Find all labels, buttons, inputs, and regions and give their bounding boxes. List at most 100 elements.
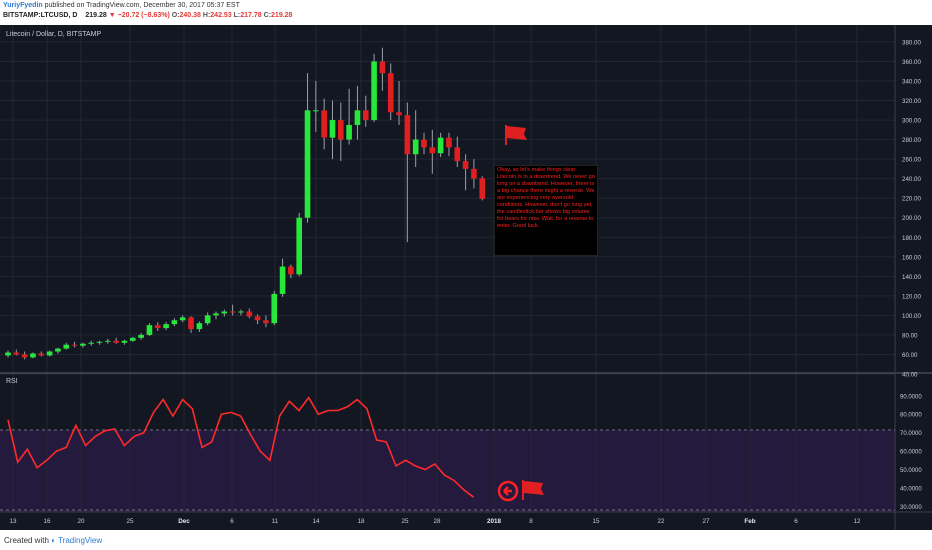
ohlc-line: BITSTAMP:LTCUSD, D 219.28 ▼ −20.72 (−8.6… bbox=[3, 12, 292, 19]
date-tick-label: 2018 bbox=[487, 518, 502, 525]
candle-body bbox=[230, 311, 236, 312]
rsi-tick-label: 40.0000 bbox=[900, 487, 922, 493]
last-price: 219.28 bbox=[85, 12, 106, 19]
candle-body bbox=[405, 115, 411, 154]
close-value: 219.28 bbox=[271, 12, 292, 19]
price-tick-label: 180.00 bbox=[902, 235, 921, 242]
candle-body bbox=[288, 267, 294, 275]
price-axis[interactable]: 380.00 360.00 340.00 320.00 300.00 280.00 260.… bbox=[902, 39, 921, 378]
candle-body bbox=[14, 353, 20, 355]
candle-body bbox=[363, 110, 369, 120]
candle-body bbox=[296, 218, 302, 275]
candle-body bbox=[222, 311, 228, 313]
rsi-tick-label: 50.0000 bbox=[900, 468, 922, 474]
candle-body bbox=[55, 349, 61, 352]
candle-body bbox=[313, 110, 319, 111]
published-text: published on TradingView.com, December 3… bbox=[45, 2, 240, 9]
price-tick-label: 120.00 bbox=[902, 293, 921, 300]
candle-body bbox=[321, 110, 327, 137]
candle-body bbox=[72, 345, 78, 346]
price-tick-label: 340.00 bbox=[902, 78, 921, 85]
date-tick-label: 8 bbox=[529, 518, 533, 525]
candle-body bbox=[138, 335, 144, 338]
price-tick-label: 240.00 bbox=[902, 176, 921, 183]
date-axis[interactable]: 13 16 20 25 Dec 6 11 14 18 25 28 2018 8 15 22 27 Feb 6 12 bbox=[9, 518, 861, 525]
chart-area[interactable]: 380.00 360.00 340.00 320.00 300.00 280.00 260.… bbox=[0, 25, 932, 530]
candle-body bbox=[355, 110, 361, 125]
open-label: O: bbox=[172, 12, 180, 19]
down-arrow-icon: ▼ bbox=[109, 12, 116, 19]
candle-body bbox=[338, 120, 344, 140]
high-value: 242.53 bbox=[210, 12, 231, 19]
candle-body bbox=[438, 138, 444, 154]
rsi-tick-label: 70.0000 bbox=[900, 431, 922, 437]
candle-body bbox=[430, 147, 436, 153]
candle-body bbox=[97, 342, 103, 343]
candle-body bbox=[188, 317, 194, 329]
date-tick-label: 13 bbox=[9, 518, 17, 525]
chart-header: YuriyFyedin published on TradingView.com… bbox=[0, 0, 932, 22]
annotation-text: Okay, so let's make things clear. Liteco… bbox=[494, 165, 598, 256]
price-tick-label: 380.00 bbox=[902, 39, 921, 46]
candle-body bbox=[271, 294, 277, 323]
candle-body bbox=[280, 267, 286, 294]
candle-body bbox=[421, 140, 427, 148]
candlestick-series bbox=[5, 48, 485, 360]
date-tick-label: 25 bbox=[126, 518, 134, 525]
candle-body bbox=[413, 140, 419, 155]
annotation-box[interactable]: Okay, so let's make things clear. Liteco… bbox=[494, 165, 600, 258]
date-tick-label: 20 bbox=[77, 518, 85, 525]
candle-body bbox=[130, 338, 136, 341]
chart-canvas[interactable]: 380.00 360.00 340.00 320.00 300.00 280.00 260.… bbox=[0, 25, 932, 530]
candle-body bbox=[105, 341, 111, 342]
date-tick-label: 27 bbox=[702, 518, 710, 525]
date-tick-label: 18 bbox=[357, 518, 365, 525]
rsi-tick-label: 60.0000 bbox=[900, 450, 922, 456]
price-tick-label: 200.00 bbox=[902, 215, 921, 222]
candle-body bbox=[122, 341, 128, 343]
close-label: C: bbox=[264, 12, 271, 19]
candle-body bbox=[80, 344, 86, 346]
date-tick-label: 16 bbox=[43, 518, 51, 525]
candle-body bbox=[47, 352, 53, 356]
rsi-band bbox=[0, 430, 895, 512]
date-tick-label: 15 bbox=[592, 518, 600, 525]
date-tick-label: 12 bbox=[853, 518, 861, 525]
date-tick-label: 6 bbox=[230, 518, 234, 525]
candle-body bbox=[155, 325, 161, 328]
candle-body bbox=[255, 316, 261, 320]
flag-icon[interactable] bbox=[506, 125, 527, 145]
price-change: −20.72 (−8.63%) bbox=[118, 12, 170, 19]
candle-body bbox=[88, 343, 94, 344]
tradingview-link[interactable]: TradingView bbox=[58, 536, 102, 545]
date-tick-label: 14 bbox=[312, 518, 320, 525]
date-tick-label: 11 bbox=[272, 518, 279, 525]
rsi-tick-label: 80.0000 bbox=[900, 413, 922, 419]
author-link[interactable]: YuriyFyedin bbox=[3, 2, 43, 9]
candle-body bbox=[346, 125, 352, 140]
price-tick-label: 280.00 bbox=[902, 137, 921, 144]
price-tick-label: 140.00 bbox=[902, 274, 921, 281]
footer: Created with ◐ TradingView bbox=[0, 530, 932, 550]
candle-body bbox=[380, 61, 386, 73]
candle-body bbox=[263, 320, 269, 323]
candle-body bbox=[172, 320, 178, 324]
candle-body bbox=[30, 353, 36, 357]
rsi-axis[interactable]: 90.0000 80.0000 70.0000 60.0000 50.0000 40.00… bbox=[900, 394, 922, 511]
candle-body bbox=[305, 110, 311, 217]
candle-body bbox=[38, 353, 44, 355]
candle-body bbox=[197, 323, 203, 329]
candle-body bbox=[238, 311, 244, 312]
candle-body bbox=[454, 147, 460, 161]
price-tick-label: 160.00 bbox=[902, 254, 921, 261]
candle-body bbox=[388, 73, 394, 112]
candle-body bbox=[180, 317, 186, 320]
date-tick-label: 28 bbox=[433, 518, 441, 525]
symbol-label[interactable]: BITSTAMP:LTCUSD, D bbox=[3, 12, 77, 19]
candle-body bbox=[22, 354, 28, 357]
chart-title: Litecoin / Dollar, D, BITSTAMP bbox=[6, 31, 102, 38]
candle-body bbox=[213, 313, 219, 315]
candle-body bbox=[246, 311, 252, 316]
rsi-tick-label: 30.0000 bbox=[900, 505, 922, 511]
candle-body bbox=[205, 315, 211, 323]
